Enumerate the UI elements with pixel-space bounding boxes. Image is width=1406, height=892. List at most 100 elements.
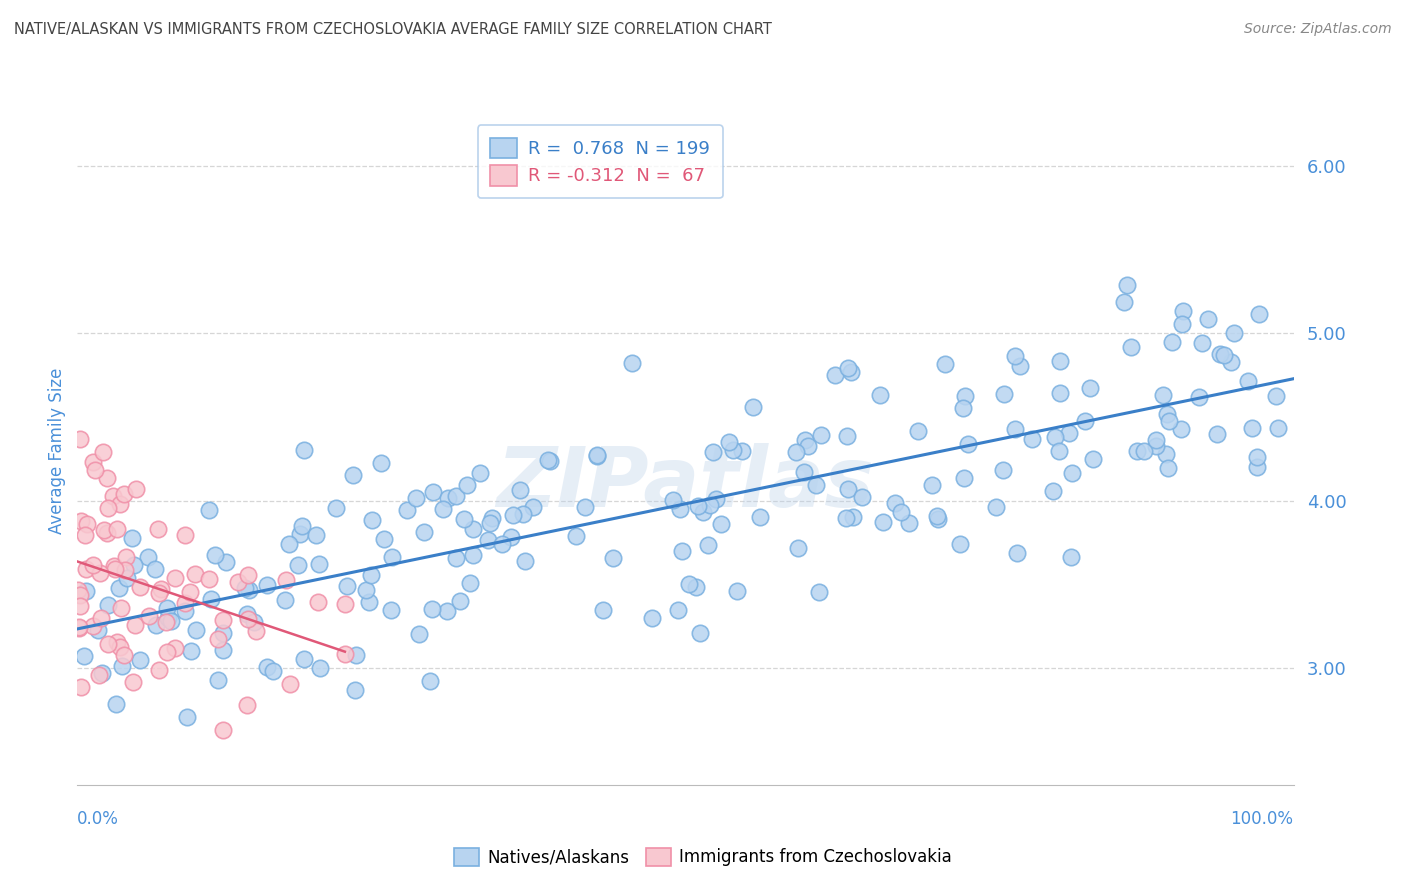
Point: [810, 427, 832, 442]
Point: [1043, 430, 1066, 444]
Point: [1133, 443, 1156, 458]
Point: [1144, 439, 1167, 453]
Point: [1267, 421, 1289, 435]
Point: [69, 588, 91, 602]
Point: [565, 529, 588, 543]
Point: [953, 389, 976, 403]
Point: [145, 618, 167, 632]
Point: [207, 632, 229, 646]
Point: [200, 592, 222, 607]
Point: [513, 554, 536, 568]
Point: [1062, 466, 1084, 480]
Point: [522, 500, 544, 514]
Point: [537, 453, 560, 467]
Point: [156, 610, 179, 624]
Point: [785, 445, 807, 459]
Point: [97, 598, 120, 612]
Point: [112, 648, 135, 662]
Point: [212, 626, 235, 640]
Point: [688, 500, 710, 514]
Point: [82, 619, 104, 633]
Text: 100.0%: 100.0%: [1230, 810, 1294, 828]
Point: [342, 467, 364, 482]
Point: [574, 500, 596, 515]
Point: [1004, 349, 1026, 363]
Text: ZIPatlas: ZIPatlas: [496, 443, 875, 524]
Point: [256, 660, 278, 674]
Point: [1213, 348, 1236, 362]
Point: [851, 490, 873, 504]
Point: [717, 434, 740, 449]
Point: [953, 471, 976, 485]
Point: [692, 505, 714, 519]
Point: [1171, 317, 1194, 331]
Point: [360, 568, 382, 582]
Point: [405, 491, 427, 505]
Point: [174, 604, 197, 618]
Point: [794, 433, 817, 447]
Point: [274, 573, 297, 587]
Point: [986, 500, 1008, 514]
Point: [1191, 336, 1213, 351]
Point: [1042, 483, 1064, 498]
Point: [666, 602, 689, 616]
Point: [184, 566, 207, 581]
Point: [124, 482, 146, 496]
Point: [96, 525, 118, 540]
Point: [1209, 347, 1232, 361]
Point: [602, 550, 624, 565]
Point: [70, 680, 93, 694]
Point: [1249, 307, 1271, 321]
Point: [731, 443, 754, 458]
Point: [468, 467, 491, 481]
Point: [702, 445, 724, 459]
Point: [75, 528, 97, 542]
Point: [835, 510, 858, 524]
Point: [396, 503, 419, 517]
Point: [741, 401, 763, 415]
Point: [509, 483, 531, 497]
Point: [1240, 421, 1263, 435]
Point: [883, 495, 905, 509]
Point: [422, 484, 444, 499]
Point: [93, 445, 115, 459]
Point: [1265, 389, 1288, 403]
Point: [305, 528, 328, 542]
Point: [173, 528, 195, 542]
Point: [538, 454, 561, 468]
Point: [343, 683, 366, 698]
Point: [793, 465, 815, 479]
Point: [114, 549, 136, 564]
Point: [927, 512, 949, 526]
Point: [689, 626, 711, 640]
Point: [325, 500, 347, 515]
Point: [1004, 422, 1026, 436]
Point: [898, 516, 921, 531]
Point: [1152, 388, 1174, 402]
Point: [592, 603, 614, 617]
Point: [685, 580, 707, 594]
Point: [786, 541, 808, 555]
Point: [160, 614, 183, 628]
Point: [110, 600, 132, 615]
Point: [869, 387, 891, 401]
Point: [108, 581, 131, 595]
Point: [661, 493, 683, 508]
Point: [502, 508, 524, 522]
Point: [226, 574, 249, 589]
Point: [1170, 422, 1192, 436]
Point: [839, 365, 862, 379]
Point: [837, 361, 859, 376]
Point: [1078, 381, 1101, 395]
Point: [148, 522, 170, 536]
Legend: R =  0.768  N = 199, R = -0.312  N =  67: R = 0.768 N = 199, R = -0.312 N = 67: [478, 125, 723, 198]
Point: [148, 663, 170, 677]
Point: [381, 550, 404, 565]
Point: [76, 517, 98, 532]
Point: [112, 487, 135, 501]
Point: [837, 429, 859, 443]
Point: [97, 500, 120, 515]
Point: [356, 583, 378, 598]
Point: [586, 449, 609, 463]
Point: [453, 512, 475, 526]
